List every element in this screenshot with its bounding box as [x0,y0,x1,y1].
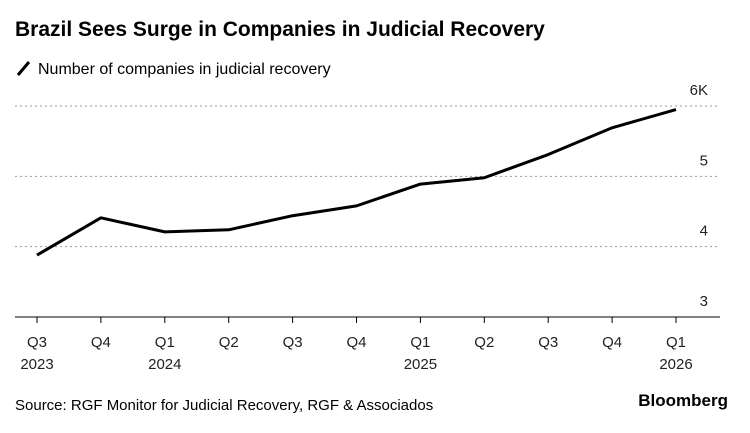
x-tick-year: 2025 [404,356,437,373]
y-tick-label: 4 [700,223,708,240]
brand: Bloomberg [638,391,728,410]
y-tick-label: 6K [690,82,708,99]
x-tick-label: Q3 [283,334,303,351]
y-tick-label: 3 [700,293,708,310]
chart-title: Brazil Sees Surge in Companies in Judici… [15,18,545,41]
x-tick-label: Q4 [91,334,111,351]
y-tick-label: 5 [700,152,708,169]
x-tick-label: Q1 [155,334,175,351]
legend-swatch [16,61,31,76]
source: Source: RGF Monitor for Judicial Recover… [15,397,433,414]
x-tick-year: 2024 [148,356,181,373]
x-tick-label: Q2 [219,334,239,351]
legend-label: Number of companies in judicial recovery [38,61,331,78]
x-tick-year: 2023 [20,356,53,373]
x-tick-label: Q3 [538,334,558,351]
line-series [36,108,677,257]
x-tick-label: Q1 [410,334,430,351]
x-tick-year: 2026 [659,356,692,373]
x-tick-label: Q4 [346,334,366,351]
x-tick-label: Q3 [27,334,47,351]
x-tick-label: Q1 [666,334,686,351]
x-tick-label: Q4 [602,334,622,351]
x-tick-label: Q2 [474,334,494,351]
